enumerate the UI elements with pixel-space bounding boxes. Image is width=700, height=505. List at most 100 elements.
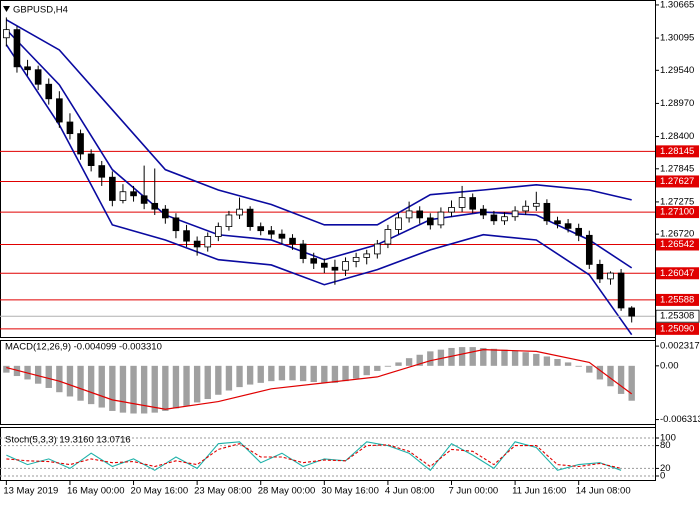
- macd-bar: [140, 365, 148, 414]
- level-label-box: [656, 293, 699, 306]
- macd-bar: [405, 358, 413, 366]
- x-tick-label: 11 Jun 16:00: [512, 486, 566, 497]
- bollinger-band: [5, 19, 632, 226]
- level-label: 1.26047: [660, 268, 694, 279]
- y-tick-label: 1.30665: [660, 0, 694, 10]
- macd-title: MACD(12,26,9) -0.004099 -0.003310: [5, 342, 162, 353]
- current-price-box: [655, 309, 700, 323]
- y-tick-label: 0.002317: [660, 341, 700, 352]
- candle-body: [607, 272, 614, 280]
- macd-bar: [554, 359, 561, 366]
- macd-bar: [310, 365, 317, 382]
- macd-bar: [87, 365, 95, 405]
- x-tick-label: 23 May 08:00: [194, 486, 252, 497]
- candle-body: [257, 226, 265, 232]
- candle-body: [140, 195, 148, 204]
- level-label-box: [656, 175, 699, 188]
- macd-bar: [480, 347, 487, 366]
- candle-body: [13, 29, 21, 68]
- macd-bar: [246, 365, 254, 385]
- candle-body: [204, 236, 212, 248]
- macd-bar: [119, 365, 127, 413]
- macd-bar: [564, 362, 572, 366]
- candle-body: [596, 263, 604, 280]
- level-label-box: [656, 206, 699, 219]
- candle-body: [151, 202, 159, 210]
- macd-bar: [225, 365, 233, 391]
- macd-bar: [56, 365, 63, 393]
- macd-bar: [257, 365, 264, 383]
- candle-body: [331, 266, 339, 271]
- candle-body: [289, 237, 296, 245]
- x-tick-label: 20 May 16:00: [131, 486, 189, 497]
- y-tick-label: -0.006313: [660, 414, 700, 425]
- macd-bar: [596, 365, 604, 380]
- candle-body: [575, 227, 583, 236]
- candle-body: [172, 217, 180, 232]
- candle-body: [479, 208, 487, 216]
- candle-body: [373, 243, 381, 255]
- macd-bar: [522, 352, 529, 366]
- macd-bar: [363, 365, 370, 376]
- y-tick-label: 1.29540: [660, 65, 694, 76]
- macd-bar: [490, 348, 498, 366]
- y-tick-label: 20: [660, 463, 671, 474]
- candle-body: [225, 214, 233, 228]
- macd-bar: [543, 356, 551, 366]
- macd-bar: [34, 365, 42, 384]
- candle-body: [321, 262, 328, 268]
- y-tick-label: 1.26720: [660, 229, 694, 240]
- macd-bar: [586, 365, 593, 373]
- candle-body: [3, 29, 10, 39]
- macd-bar: [77, 365, 84, 401]
- candle-body: [395, 217, 402, 230]
- macd-bar: [321, 365, 328, 383]
- candle-body: [490, 214, 498, 222]
- macd-bar: [299, 365, 307, 382]
- macd-bar: [151, 365, 158, 413]
- level-label: 1.27100: [660, 207, 694, 218]
- macd-bar: [533, 353, 540, 366]
- candle-body: [437, 211, 445, 226]
- candle-body: [215, 226, 222, 237]
- candle-body: [56, 98, 63, 123]
- y-tick-label: 1.30095: [660, 33, 694, 44]
- x-tick-label: 28 May 00:00: [258, 486, 316, 497]
- y-tick-label: 1.28970: [660, 98, 694, 109]
- candle-body: [501, 216, 508, 222]
- candle-body: [236, 208, 243, 216]
- level-label: 1.25588: [660, 294, 694, 305]
- macd-bar: [501, 349, 508, 366]
- macd-bar: [458, 347, 466, 366]
- candle-body: [310, 258, 318, 264]
- macd-bar: [45, 365, 52, 388]
- candle-body: [405, 210, 413, 219]
- macd-bar: [13, 365, 21, 377]
- candle-body: [77, 133, 84, 155]
- candle-body: [585, 234, 593, 265]
- candle-body: [628, 307, 635, 317]
- macd-bar: [374, 365, 381, 371]
- macd-bar: [109, 365, 116, 411]
- x-tick-label: 16 May 00:00: [67, 486, 125, 497]
- candle-body: [617, 272, 625, 309]
- macd-bar: [162, 365, 169, 411]
- stoch-line: [6, 443, 622, 469]
- y-tick-label: 0.00: [660, 360, 679, 371]
- macd-bar: [395, 362, 402, 366]
- macd-bar: [172, 365, 180, 409]
- candle-body: [299, 243, 307, 259]
- y-tick-label: 0: [660, 471, 665, 482]
- level-label: 1.26542: [660, 239, 694, 250]
- y-tick-label: 1.28400: [660, 131, 694, 142]
- candle-body: [342, 261, 349, 271]
- level-label-box: [656, 267, 699, 280]
- candle-body: [352, 256, 360, 262]
- macd-bar: [204, 365, 211, 400]
- y-tick-label: 1.27275: [660, 196, 694, 207]
- macd-bar: [511, 350, 519, 366]
- candle-body: [532, 202, 540, 207]
- candle-body: [66, 121, 74, 135]
